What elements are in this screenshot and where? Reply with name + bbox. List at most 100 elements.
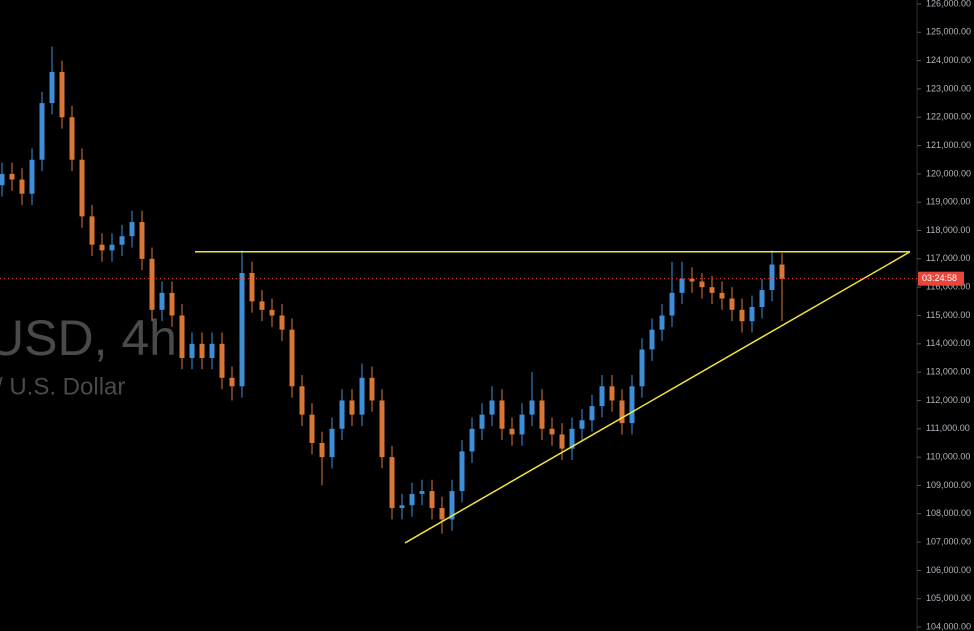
candle-body [559, 434, 565, 449]
candle-body [299, 386, 305, 415]
candle-body [59, 71, 65, 118]
candle-body [579, 420, 585, 429]
watermark: USD, 4h [0, 310, 177, 366]
y-tick-label: 118,000.00 [926, 225, 970, 235]
candle-body [129, 222, 135, 237]
y-tick-label: 110,000.00 [926, 451, 970, 461]
candle-body [519, 414, 525, 435]
candle-body [49, 71, 55, 104]
candle-body [239, 273, 245, 387]
candle-body [679, 278, 685, 293]
y-tick-label: 115,000.00 [926, 310, 970, 320]
candle-body [429, 491, 435, 509]
candle-body [169, 292, 175, 316]
candle-body [139, 222, 145, 259]
candle-body [179, 315, 185, 358]
candle-body [409, 493, 415, 506]
candle-body [39, 103, 45, 160]
candle-body [149, 258, 155, 310]
candle-body [589, 406, 595, 421]
candle-body [339, 400, 345, 429]
candle-body [199, 343, 205, 358]
candle-body [509, 428, 515, 435]
candle-body [659, 315, 665, 330]
y-tick-label: 107,000.00 [926, 536, 971, 546]
candle-body [99, 244, 105, 251]
trendline [404, 251, 911, 544]
y-tick-label: 113,000.00 [926, 367, 970, 377]
candle-body [119, 236, 125, 245]
candle-body [699, 281, 705, 288]
candle-body [209, 343, 215, 358]
candle-body [189, 343, 195, 358]
candle-body [469, 428, 475, 452]
candle-body [159, 292, 165, 310]
candle-body [369, 377, 375, 401]
countdown-box [918, 271, 964, 286]
candle-body [769, 264, 775, 291]
y-tick-label: 111,000.00 [926, 423, 970, 433]
candle-body [649, 329, 655, 350]
candle-body [219, 343, 225, 378]
y-tick-label: 121,000.00 [926, 140, 971, 150]
candle-body [69, 117, 75, 160]
y-tick-label: 119,000.00 [926, 197, 970, 207]
candle-body [549, 428, 555, 435]
y-tick-label: 122,000.00 [926, 112, 971, 122]
candle-body [29, 159, 35, 194]
watermark-subtitle: / U.S. Dollar [0, 373, 125, 400]
y-tick-label: 125,000.00 [926, 27, 971, 37]
candle-body [249, 273, 255, 302]
candle-body [19, 179, 25, 194]
y-tick-label: 120,000.00 [926, 168, 971, 178]
candle-body [569, 428, 575, 449]
candle-body [739, 309, 745, 322]
y-tick-label: 116,000.00 [926, 282, 970, 292]
candle-body [599, 386, 605, 407]
candle-body [0, 173, 5, 186]
candle-body [349, 400, 355, 415]
candle-body [479, 414, 485, 429]
candle-body [709, 287, 715, 293]
y-tick-label: 105,000.00 [926, 593, 971, 603]
candle-body [489, 400, 495, 415]
y-tick-label: 126,000.00 [926, 0, 971, 8]
candle-body [309, 414, 315, 443]
y-tick-label: 108,000.00 [926, 508, 971, 518]
candle-body [459, 451, 465, 492]
candle-body [619, 400, 625, 424]
y-tick-label: 123,000.00 [926, 83, 971, 93]
candle-body [629, 386, 635, 424]
candle-body [79, 159, 85, 217]
candle-body [289, 329, 295, 387]
candle-body [499, 400, 505, 429]
candle-body [609, 386, 615, 401]
y-tick-label: 124,000.00 [926, 55, 971, 65]
candle-body [759, 290, 765, 308]
y-tick-label: 114,000.00 [926, 338, 970, 348]
candle-body [329, 428, 335, 458]
candle-body [109, 244, 115, 251]
candle-body [279, 315, 285, 330]
candle-body [779, 264, 785, 279]
candle-body [379, 400, 385, 458]
candle-body [719, 292, 725, 299]
candle-body [419, 491, 425, 494]
candle-body [269, 309, 275, 316]
countdown-label: 03:24:58 [922, 273, 957, 283]
candle-body [9, 173, 15, 180]
y-tick-label: 104,000.00 [926, 621, 971, 631]
candle-body [319, 442, 325, 458]
candle-body [639, 349, 645, 387]
candle-body [529, 400, 535, 415]
candle-body [669, 292, 675, 316]
candle-body [439, 508, 445, 520]
candle-body [399, 505, 405, 509]
candle-body [229, 377, 235, 387]
candle-body [89, 216, 95, 245]
candle-body [389, 457, 395, 509]
candle-body [259, 301, 265, 310]
candle-body [449, 491, 455, 520]
candle-body [749, 307, 755, 322]
